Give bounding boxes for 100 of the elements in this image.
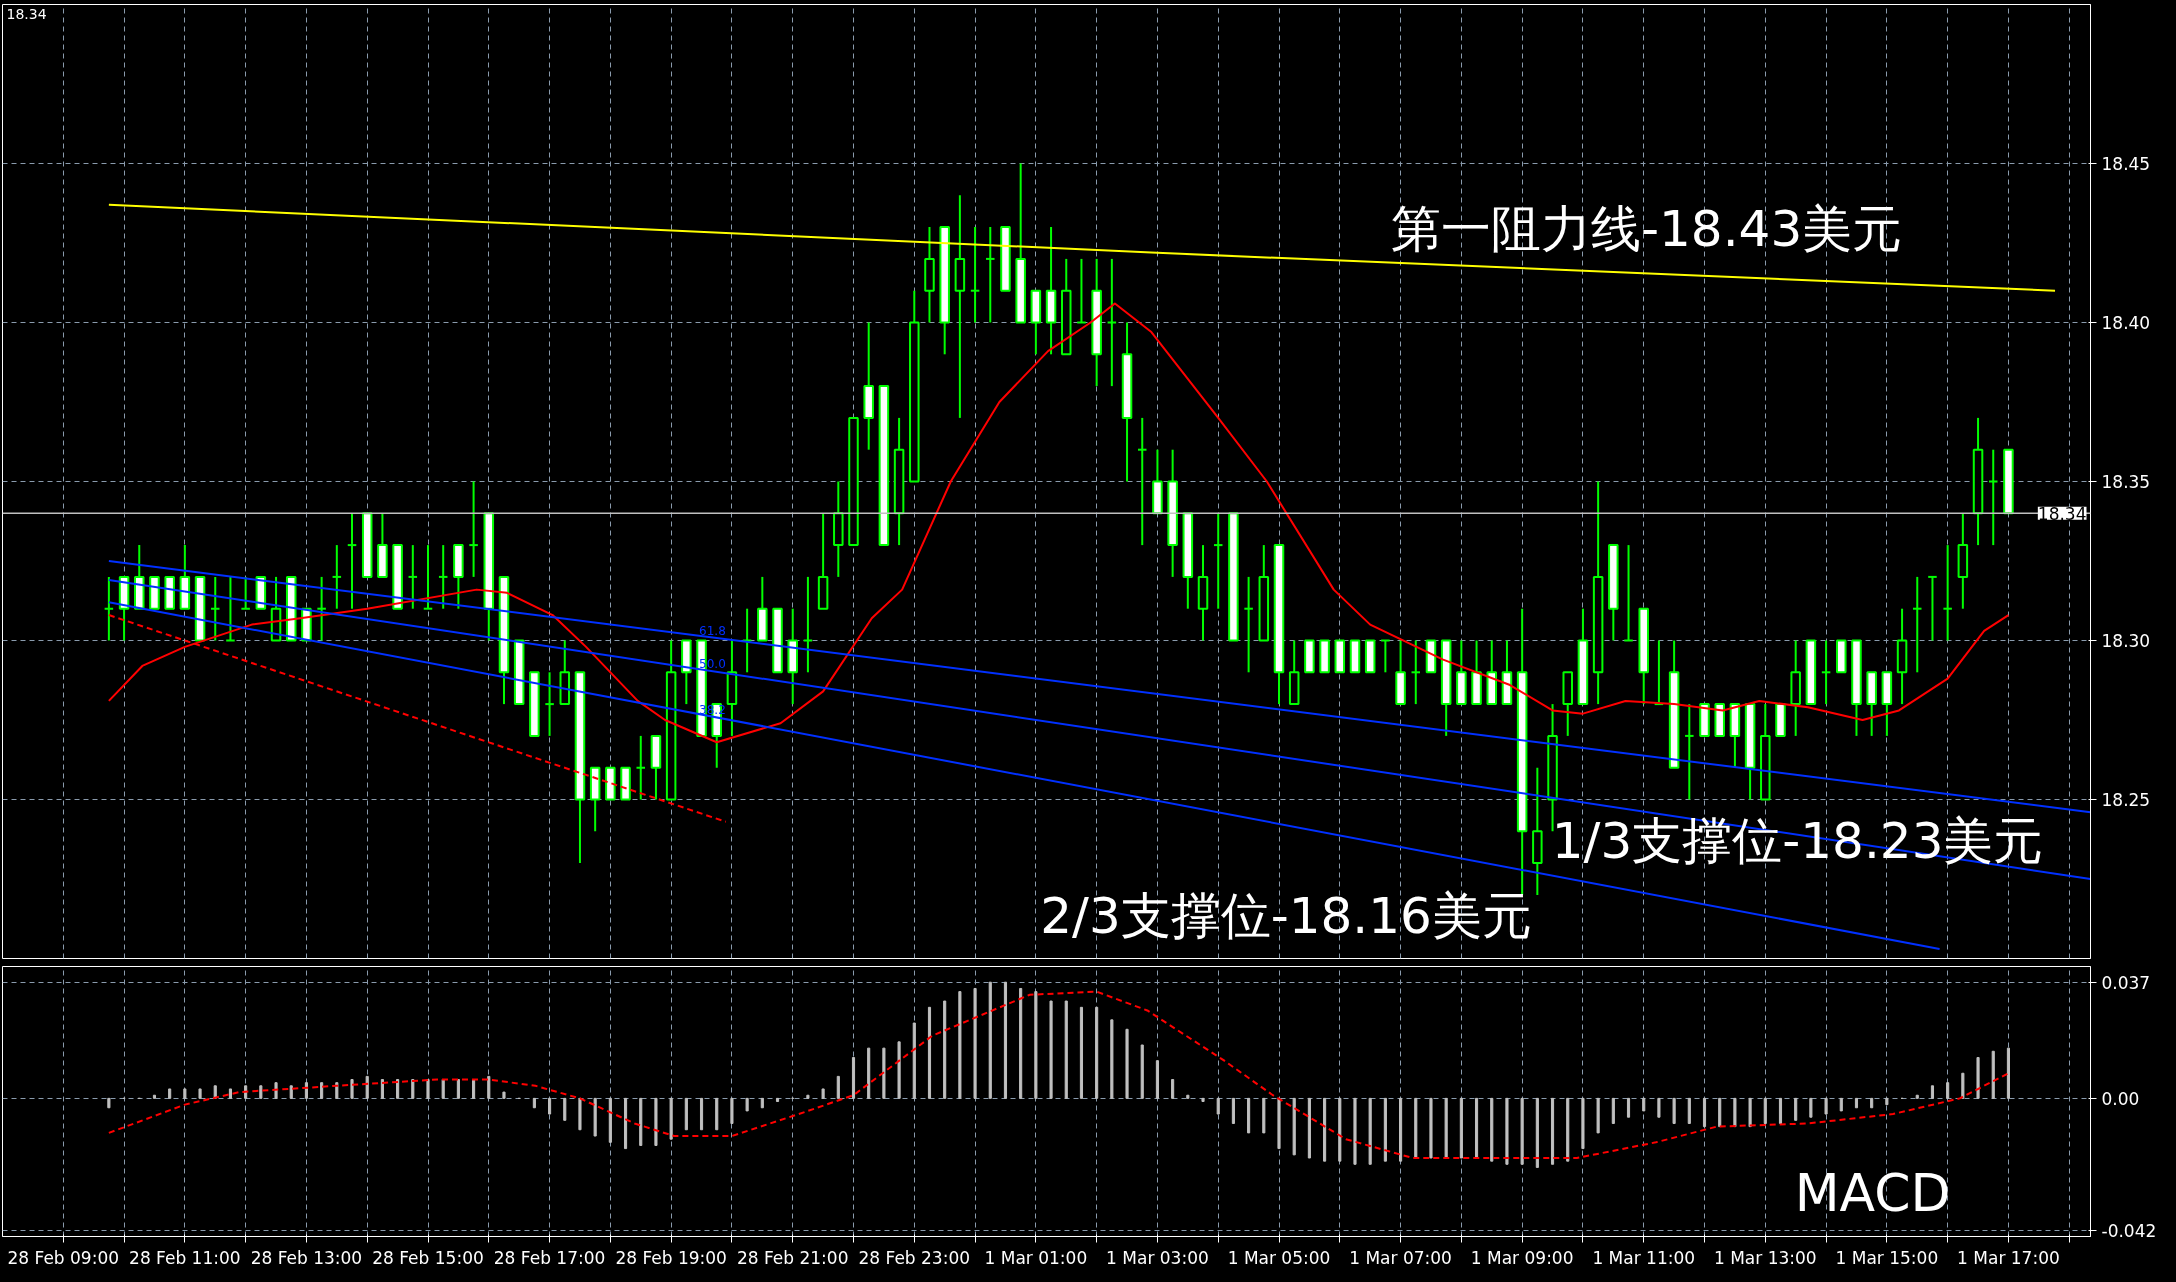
bar — [1475, 1097, 1479, 1159]
bar — [168, 1088, 172, 1099]
bar — [152, 1094, 157, 1099]
bar — [259, 1085, 263, 1099]
candlestick — [437, 544, 449, 610]
candlestick — [331, 544, 343, 610]
bar — [1353, 1097, 1357, 1165]
x-tick-label: 1 Mar 01:00 — [984, 1247, 1088, 1268]
bar — [1079, 1006, 1084, 1099]
candlestick — [1380, 639, 1391, 674]
candlestick — [1927, 575, 1938, 642]
bar — [1885, 1097, 1889, 1106]
bar — [684, 1097, 688, 1131]
bar — [1110, 1019, 1114, 1099]
x-tick-label: 1 Mar 07:00 — [1349, 1247, 1452, 1268]
bar — [897, 1041, 901, 1099]
candlestick — [1076, 257, 1087, 324]
y-tick-label: 18.30 — [2101, 631, 2151, 651]
bar — [289, 1085, 293, 1099]
candlestick — [468, 480, 479, 578]
bar — [1566, 1097, 1570, 1162]
bar — [1550, 1097, 1555, 1165]
bar — [912, 1022, 916, 1099]
bar — [502, 1091, 506, 1099]
bar — [1915, 1094, 1919, 1099]
y-tick-label: 0.037 — [2101, 972, 2151, 993]
bar — [1095, 1006, 1099, 1099]
bar — [851, 1057, 856, 1099]
y-tick-label: 18.45 — [2101, 154, 2151, 174]
candlestick — [346, 512, 358, 610]
x-tick-label: 1 Mar 17:00 — [1957, 1247, 2060, 1268]
candlestick — [1106, 257, 1118, 388]
bar — [1976, 1057, 1980, 1099]
bar — [927, 1006, 932, 1099]
bar — [1201, 1097, 1205, 1102]
x-tick-label: 1 Mar 11:00 — [1592, 1247, 1696, 1268]
x-tick-label: 28 Feb 13:00 — [250, 1247, 363, 1268]
candlestick — [1243, 575, 1254, 674]
bar — [836, 1075, 840, 1099]
candlestick — [316, 575, 327, 642]
x-tick-label: 1 Mar 09:00 — [1470, 1247, 1574, 1268]
annotation: 第一阻力线-18.43美元 — [1391, 199, 1903, 258]
bar — [1870, 1097, 1874, 1109]
bar — [1231, 1097, 1235, 1124]
bar — [1307, 1097, 1311, 1159]
bar — [1019, 987, 1023, 1099]
bar — [350, 1079, 354, 1099]
bar — [867, 1047, 871, 1099]
bar — [198, 1088, 202, 1099]
bar — [487, 1075, 491, 1099]
annotation: 2/3支撑位-18.16美元 — [1040, 886, 1532, 945]
candlestick — [1212, 512, 1224, 610]
x-tick-label: 28 Feb 15:00 — [372, 1247, 484, 1268]
bar — [1338, 1097, 1342, 1162]
bar — [943, 1000, 947, 1099]
bar — [973, 987, 977, 1099]
candlestick — [1912, 575, 1923, 674]
bar — [548, 1097, 552, 1115]
bar — [715, 1097, 719, 1131]
x-tick-label: 1 Mar 13:00 — [1713, 1247, 1817, 1268]
bar — [639, 1097, 643, 1146]
bar — [1672, 1097, 1676, 1124]
bar — [1642, 1097, 1646, 1112]
bar — [380, 1079, 384, 1099]
annotation: MACD — [1794, 1162, 1951, 1223]
bar — [1277, 1097, 1281, 1150]
bar — [1186, 1094, 1190, 1099]
bar — [1702, 1097, 1707, 1128]
bar — [1171, 1079, 1175, 1099]
bar — [578, 1097, 582, 1131]
bar — [441, 1079, 445, 1099]
bar — [532, 1097, 536, 1109]
x-tick-label: 28 Feb 23:00 — [858, 1247, 971, 1268]
bar — [1155, 1060, 1159, 1099]
bar — [1596, 1097, 1600, 1134]
x-tick-label: 1 Mar 05:00 — [1227, 1247, 1331, 1268]
bar — [1003, 981, 1008, 1099]
bar — [1064, 1000, 1068, 1099]
bar — [1140, 1044, 1144, 1099]
candlestick — [422, 544, 434, 610]
bar — [1535, 1097, 1539, 1168]
y-tick-label: 18.25 — [2101, 790, 2151, 810]
bar — [183, 1088, 187, 1099]
bar — [1581, 1097, 1585, 1150]
ref-line-label: 18.34 — [2037, 503, 2087, 524]
candlestick — [210, 575, 221, 642]
bar — [2006, 1047, 2010, 1099]
bar — [1687, 1097, 1691, 1124]
bar — [882, 1047, 886, 1099]
bar — [1216, 1097, 1220, 1115]
bar — [821, 1088, 825, 1099]
bar — [563, 1097, 567, 1121]
bar — [107, 1097, 111, 1109]
bar — [228, 1088, 233, 1099]
bar — [1247, 1097, 1251, 1134]
bar — [1794, 1097, 1798, 1121]
candlestick — [544, 671, 555, 737]
bar — [1991, 1050, 1995, 1099]
bar — [593, 1097, 597, 1137]
bar — [1429, 1097, 1433, 1159]
